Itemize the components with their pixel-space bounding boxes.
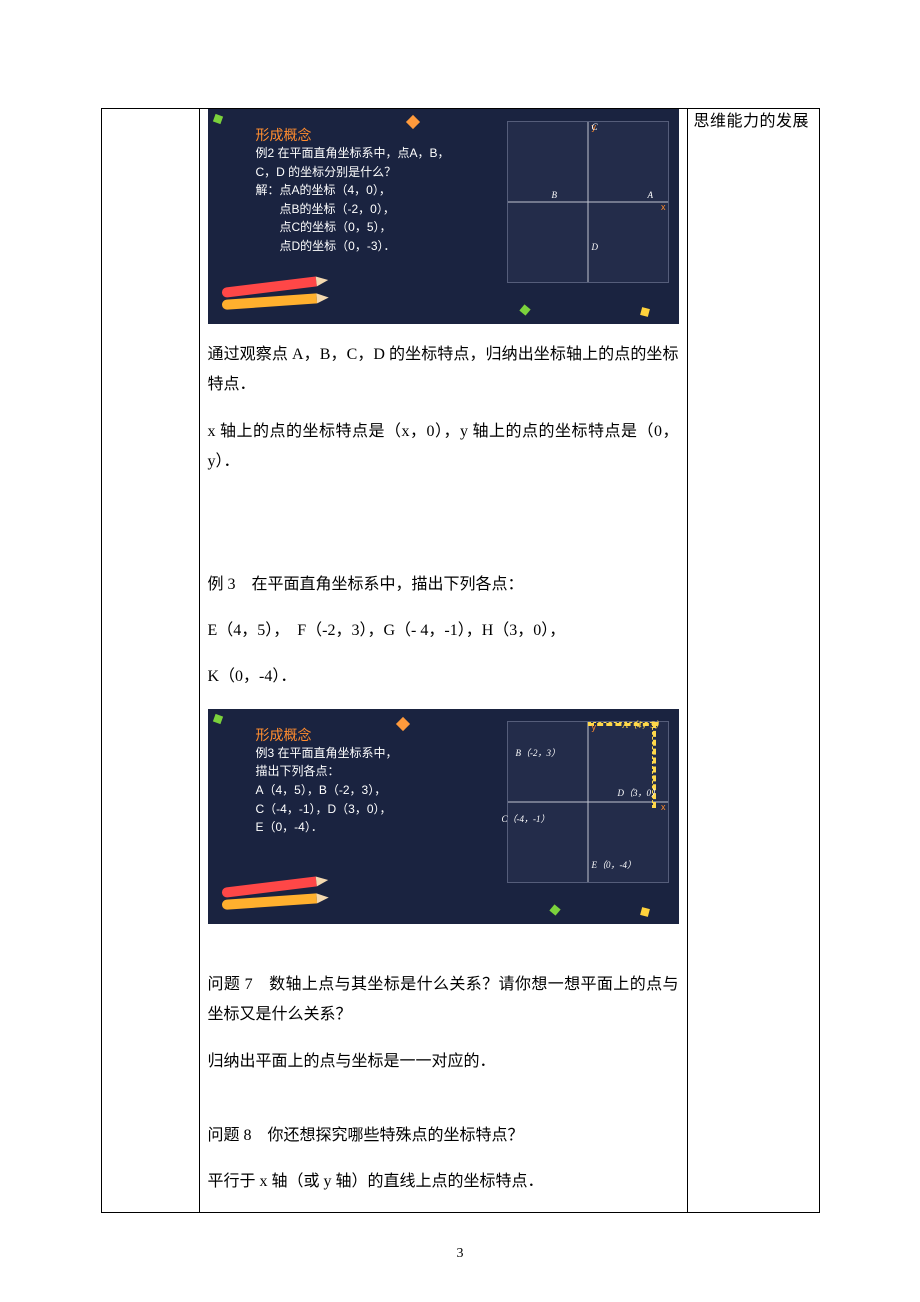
confetti-icon bbox=[640, 307, 650, 317]
axis-y-label: y bbox=[592, 722, 597, 732]
axis-x-label: x bbox=[661, 802, 666, 812]
page: x y A B C D 形成概念 例2 在平面直角坐标系中，点A，B， C，D … bbox=[0, 0, 920, 1302]
slide-2-grid: x y A（4，5） B（-2，3） C（-4，-1） D（3，0） E（0，-… bbox=[507, 721, 669, 883]
right-note: 思维能力的发展 bbox=[694, 109, 813, 135]
confetti-icon bbox=[212, 114, 222, 124]
spacer bbox=[208, 1093, 679, 1105]
point-D: D bbox=[592, 242, 599, 252]
question-8-answer: 平行于 x 轴（或 y 轴）的直线上点的坐标特点． bbox=[208, 1167, 679, 1197]
slide-1-grid: x y A B C D bbox=[507, 121, 669, 283]
question-7-text: 问题 7 数轴上点与其坐标是什么关系？请你想一想平面上的点与坐标又是什么关系？ bbox=[208, 970, 679, 1031]
slide-1-line-1: C，D 的坐标分别是什么？ bbox=[256, 163, 450, 182]
slide-1-line-2: 解：点A的坐标（4，0）， bbox=[256, 181, 450, 200]
confetti-icon bbox=[549, 904, 560, 915]
confetti-icon bbox=[405, 115, 419, 129]
table-mid-cell: x y A B C D 形成概念 例2 在平面直角坐标系中，点A，B， C，D … bbox=[199, 109, 687, 1213]
grid-x-axis bbox=[508, 202, 668, 203]
spacer bbox=[208, 494, 679, 554]
s2-point-B: B（-2，3） bbox=[516, 746, 561, 759]
page-number: 3 bbox=[0, 1246, 920, 1262]
slide-2-line-3: C（-4，-1），D（3，0）， bbox=[256, 800, 398, 819]
slide-2-title: 形成概念 bbox=[256, 725, 312, 745]
slide-2: x y A（4，5） B（-2，3） C（-4，-1） D（3，0） E（0，-… bbox=[208, 709, 679, 924]
table-left-cell bbox=[101, 109, 199, 1213]
spacer bbox=[208, 924, 679, 954]
point-C: C bbox=[592, 122, 598, 132]
point-A: A bbox=[648, 190, 654, 200]
confetti-icon bbox=[395, 717, 409, 731]
axis-x-label: x bbox=[661, 202, 666, 212]
question-8-text: 问题 8 你还想探究哪些特殊点的坐标特点？ bbox=[208, 1121, 679, 1151]
slide-1-title: 形成概念 bbox=[256, 125, 312, 145]
example-3-row2: K（0，-4）． bbox=[208, 662, 679, 692]
s2-point-C: C（-4，-1） bbox=[502, 812, 550, 825]
example-3-row1: E（4，5）， F（-2，3），G（- 4，-1），H（3，0）， bbox=[208, 616, 679, 646]
pencils-icon bbox=[222, 288, 332, 318]
paragraph-axis-rule: x 轴上的点的坐标特点是（x，0），y 轴上的点的坐标特点是（0，y）． bbox=[208, 417, 679, 478]
slide-2-line-0: 例3 在平面直角坐标系中， bbox=[256, 744, 398, 763]
s2-point-D: D（3，0） bbox=[618, 786, 661, 799]
slide-1-line-5: 点D的坐标（0，-3）． bbox=[256, 237, 450, 256]
s2-point-A: A（4，5） bbox=[623, 718, 665, 731]
grid-x-axis bbox=[508, 801, 668, 802]
slide-2-line-1: 描出下列各点： bbox=[256, 762, 398, 781]
pencils-icon bbox=[222, 888, 332, 918]
s2-point-E: E（0，-4） bbox=[592, 858, 637, 871]
content-table: x y A B C D 形成概念 例2 在平面直角坐标系中，点A，B， C，D … bbox=[101, 108, 820, 1213]
paragraph-observe: 通过观察点 A，B，C，D 的坐标特点，归纳出坐标轴上的点的坐标特点． bbox=[208, 340, 679, 401]
slide-1-line-4: 点C的坐标（0，5）， bbox=[256, 218, 450, 237]
slide-1-body: 例2 在平面直角坐标系中，点A，B， C，D 的坐标分别是什么？ 解：点A的坐标… bbox=[256, 144, 450, 256]
slide-1-line-3: 点B的坐标（-2，0）， bbox=[256, 200, 450, 219]
slide-2-body: 例3 在平面直角坐标系中， 描出下列各点： A（4，5），B（-2，3）， C（… bbox=[256, 744, 398, 837]
point-B: B bbox=[552, 190, 558, 200]
slide-2-line-2: A（4，5），B（-2，3）， bbox=[256, 781, 398, 800]
slide-2-line-4: E（0，-4）． bbox=[256, 818, 398, 837]
confetti-icon bbox=[212, 714, 222, 724]
confetti-icon bbox=[640, 907, 650, 917]
table-right-cell: 思维能力的发展 bbox=[687, 109, 819, 1213]
example-3-title: 例 3 在平面直角坐标系中，描出下列各点： bbox=[208, 570, 679, 600]
slide-1-line-0: 例2 在平面直角坐标系中，点A，B， bbox=[256, 144, 450, 163]
confetti-icon bbox=[519, 304, 530, 315]
question-7-answer: 归纳出平面上的点与坐标是一一对应的． bbox=[208, 1047, 679, 1077]
slide-1: x y A B C D 形成概念 例2 在平面直角坐标系中，点A，B， C，D … bbox=[208, 109, 679, 324]
